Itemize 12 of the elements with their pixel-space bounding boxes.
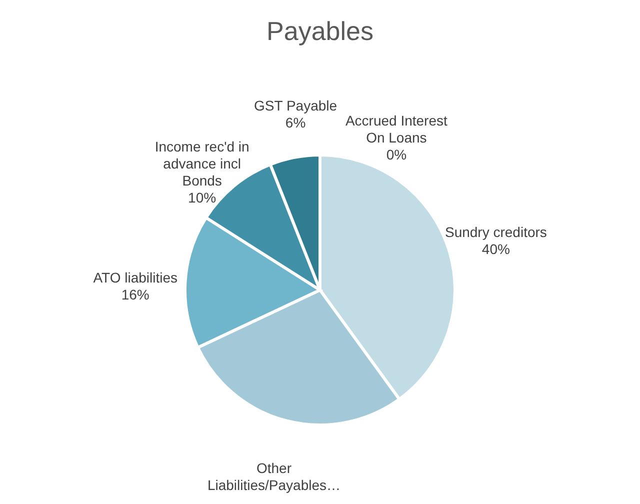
category-label: Accrued Interest On Loans: [345, 112, 448, 146]
slice-label: Sundry creditors: [444, 224, 547, 240]
slice-label: ATO liabilities: [93, 269, 178, 286]
data-label: 6%: [285, 114, 306, 131]
slice-label: GST Payable: [254, 98, 338, 114]
text: 0%: [386, 146, 407, 163]
data-label: 10%: [188, 189, 216, 206]
slice-label: Other Liabilities/Payables…: [207, 460, 341, 494]
data-label: 40%: [482, 240, 510, 257]
chart-title: Payables: [266, 16, 374, 46]
slice-label: Income rec'd in advance incl Bonds: [154, 138, 250, 188]
data-label: 16%: [121, 286, 150, 302]
